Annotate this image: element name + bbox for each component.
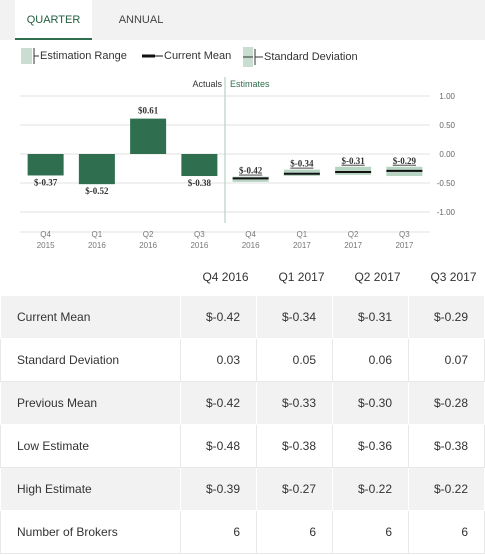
table-row: High Estimate $-0.39 $-0.27 $-0.22 $-0.2… [0, 467, 485, 511]
x-tick-year: 2017 [395, 241, 413, 250]
table-cell: $-0.33 [256, 381, 333, 425]
x-tick-year: 2016 [88, 241, 106, 250]
estimate-value-label: $-0.31 [342, 156, 366, 166]
x-tick-quarter: Q4 [40, 230, 51, 239]
table-cell: 0.05 [256, 338, 333, 382]
x-tick-year: 2017 [344, 241, 362, 250]
x-tick-year: 2016 [242, 241, 260, 250]
table-row: Number of Brokers 6 6 6 6 [0, 510, 485, 554]
estimation-range-swatch-icon [21, 48, 39, 65]
table-row: Standard Deviation 0.03 0.05 0.06 0.07 [0, 338, 485, 382]
row-label-previous-mean: Previous Mean [0, 381, 181, 425]
column-header: Q1 2017 [256, 259, 333, 296]
row-label-high-estimate: High Estimate [0, 467, 181, 511]
actual-bars: $-0.37 $-0.52 $0.61 $-0.38 [27, 106, 218, 196]
section-label-estimates: Estimates [230, 79, 270, 89]
table-row: Low Estimate $-0.48 $-0.38 $-0.36 $-0.38 [0, 424, 485, 468]
table-cell: 6 [256, 510, 333, 554]
actual-value-label: $-0.37 [34, 177, 58, 187]
estimates-table: Q4 2016 Q1 2017 Q2 2017 Q3 2017 Current … [0, 259, 485, 554]
standard-deviation-swatch-icon [243, 47, 263, 67]
x-tick-quarter: Q2 [143, 230, 154, 239]
x-tick-quarter: Q1 [297, 230, 308, 239]
table-row: Current Mean $-0.42 $-0.34 $-0.31 $-0.29 [0, 295, 485, 339]
column-header: Q4 2016 [180, 259, 257, 296]
table-cell: $-0.34 [256, 295, 333, 339]
column-header: Q3 2017 [408, 259, 485, 296]
table-header-blank [0, 259, 181, 296]
y-axis-ticks: 1.00 0.50 0.00 -0.50 -1.00 [437, 92, 456, 217]
actual-bar [27, 154, 64, 176]
y-tick-label: -1.00 [437, 208, 456, 217]
estimate-value-label: $-0.29 [393, 156, 417, 166]
actual-bar [78, 154, 115, 185]
table-cell: 0.06 [332, 338, 409, 382]
legend-estimation-range-label: Estimation Range [40, 50, 127, 62]
x-axis-ticks: Q4 2015 Q1 2016 Q2 2016 Q3 2016 Q4 2016 Q1 2017 Q2 20… [37, 230, 414, 250]
actual-value-label: $-0.38 [188, 178, 212, 188]
column-header: Q2 2017 [332, 259, 409, 296]
y-tick-label: 1.00 [439, 92, 455, 101]
table-cell: 0.07 [408, 338, 485, 382]
row-label-current-mean: Current Mean [0, 295, 181, 339]
actual-bar [130, 118, 167, 154]
eps-chart: Actuals Estimates 1.00 0.50 0.00 -0.50 -1.00… [20, 77, 456, 250]
period-tabs: QUARTER ANNUAL [0, 0, 485, 40]
actual-bar [181, 154, 218, 177]
x-tick-year: 2016 [190, 241, 208, 250]
section-label-actuals: Actuals [192, 79, 222, 89]
actual-value-label: $-0.52 [85, 186, 109, 196]
x-tick-year: 2016 [139, 241, 157, 250]
legend-estimation-range: Estimation Range [20, 46, 127, 66]
table-cell: $-0.31 [332, 295, 409, 339]
estimate-value-label: $-0.42 [239, 166, 263, 176]
table-cell: $-0.39 [180, 467, 257, 511]
row-label-number-of-brokers: Number of Brokers [0, 510, 181, 554]
table-cell: $-0.27 [256, 467, 333, 511]
table-cell: 6 [180, 510, 257, 554]
legend-current-mean-label: Current Mean [164, 50, 232, 62]
table-row: Previous Mean $-0.42 $-0.33 $-0.30 $-0.2… [0, 381, 485, 425]
table-cell: $-0.42 [180, 381, 257, 425]
table-cell: $-0.38 [256, 424, 333, 468]
table-header-row: Q4 2016 Q1 2017 Q2 2017 Q3 2017 [0, 259, 485, 296]
current-mean-swatch-icon [142, 54, 163, 58]
table-cell: $-0.22 [332, 467, 409, 511]
actual-value-label: $0.61 [138, 106, 159, 116]
x-tick-quarter: Q3 [194, 230, 205, 239]
table-cell: $-0.29 [408, 295, 485, 339]
y-tick-label: 0.50 [439, 121, 455, 130]
y-tick-label: -0.50 [437, 179, 456, 188]
legend-current-mean: Current Mean [142, 46, 231, 66]
table-cell: $-0.22 [408, 467, 485, 511]
y-tick-label: 0.00 [439, 150, 455, 159]
estimate-markers: $-0.42 $-0.34 $-0.31 $-0.29 [232, 156, 423, 182]
tab-annual[interactable]: ANNUAL [118, 14, 164, 26]
table-cell: $-0.36 [332, 424, 409, 468]
table-cell: $-0.30 [332, 381, 409, 425]
x-tick-quarter: Q2 [348, 230, 359, 239]
x-tick-quarter: Q4 [245, 230, 256, 239]
table-cell: 6 [408, 510, 485, 554]
table-cell: 6 [332, 510, 409, 554]
estimate-value-label: $-0.34 [290, 159, 314, 169]
x-tick-quarter: Q1 [92, 230, 103, 239]
x-tick-year: 2015 [37, 241, 55, 250]
x-tick-quarter: Q3 [399, 230, 410, 239]
table-cell: $-0.28 [408, 381, 485, 425]
table-cell: $-0.48 [180, 424, 257, 468]
table-cell: 0.03 [180, 338, 257, 382]
row-label-low-estimate: Low Estimate [0, 424, 181, 468]
legend-standard-deviation-label: Standard Deviation [264, 50, 358, 63]
estimate-range-band [335, 166, 372, 175]
row-label-standard-deviation: Standard Deviation [0, 338, 181, 382]
x-tick-year: 2017 [293, 241, 311, 250]
table-cell: $-0.38 [408, 424, 485, 468]
legend-standard-deviation: Standard Deviation [242, 46, 358, 67]
table-cell: $-0.42 [180, 295, 257, 339]
tab-quarter[interactable]: QUARTER [15, 0, 92, 40]
